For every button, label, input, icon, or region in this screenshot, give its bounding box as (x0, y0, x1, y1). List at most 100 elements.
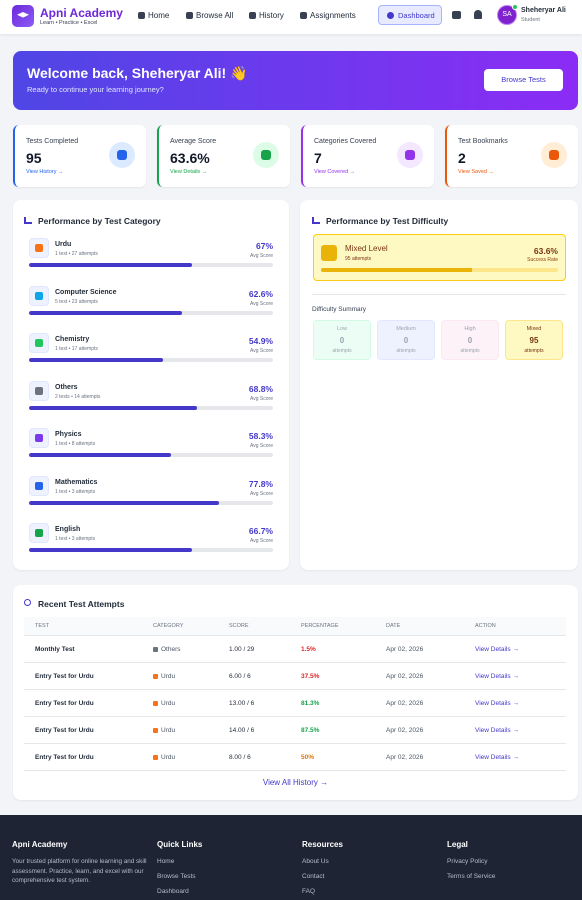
percentage-cell: 1.5% (301, 646, 316, 653)
hero-button-label: Browse Tests (501, 75, 546, 84)
summary-title: Difficulty Summary (312, 306, 367, 313)
category-icon (153, 674, 158, 679)
footer-link[interactable]: Dashboard (157, 888, 189, 895)
category-detail: 1 test • 3 attempts (55, 536, 96, 542)
table-header (24, 617, 566, 636)
footer-link[interactable]: Privacy Policy (447, 858, 488, 865)
column-header: TEST (35, 623, 50, 629)
column-header: DATE (386, 623, 401, 629)
difficulty-level: Low 0 attempts (313, 320, 371, 360)
stat-icon (541, 142, 567, 168)
progress-bar (29, 500, 219, 505)
level-unit: attempts (396, 348, 416, 354)
category-detail: 1 test • 17 attempts (55, 346, 98, 352)
category-score-caption: Avg Score (250, 300, 273, 307)
test-name: Monthly Test (35, 646, 75, 653)
progress-bar (29, 453, 172, 457)
category-icon (29, 380, 49, 401)
percentage-cell: 37.5% (301, 673, 320, 680)
logo-icon (12, 5, 34, 27)
brand[interactable]: Apni Academy (40, 6, 123, 20)
stat-link[interactable]: View Details → (170, 169, 208, 175)
category-detail: 1 test • 27 attempts (55, 251, 98, 257)
action-link[interactable]: View Details → (475, 754, 519, 761)
difficulty-name: Mixed Level (345, 244, 388, 253)
nav-link[interactable]: Home (148, 11, 170, 20)
footer-text: Your trusted platform for online learnin… (12, 858, 147, 884)
category-score-caption: Avg Score (250, 348, 273, 354)
category-icon (29, 523, 49, 543)
category-cell: Urdu (161, 754, 176, 761)
inbox-icon[interactable] (452, 11, 461, 19)
footer-link[interactable]: FAQ (302, 888, 316, 895)
bell-icon[interactable] (474, 10, 482, 19)
avatar-initials: SA (502, 11, 512, 18)
date-cell: Apr 02, 2026 (386, 700, 424, 707)
footer-link[interactable]: About Us (302, 858, 329, 865)
action-link[interactable]: View Details → (475, 646, 519, 653)
nav-active-button[interactable]: Dashboard (378, 5, 442, 25)
stat-icon-glyph (549, 150, 559, 160)
score-cell: 13.00 / 6 (229, 700, 255, 707)
category-score: 68.8% (248, 383, 273, 394)
stat-icon-glyph (405, 150, 415, 160)
stat-label: Average Score (170, 138, 217, 145)
stat-icon (109, 142, 135, 168)
table-row (24, 717, 566, 744)
divider (312, 294, 566, 295)
stat-link[interactable]: View Saved → (458, 169, 494, 175)
action-link[interactable]: View Details → (475, 673, 519, 680)
level-unit: attempts (524, 348, 544, 354)
stat-link[interactable]: View Covered → (314, 169, 356, 175)
category-panel: Performance by Test Category Urdu 1 test •… (13, 200, 289, 570)
online-dot (512, 4, 518, 10)
footer-link[interactable]: Terms of Service (447, 873, 496, 880)
category-icon (29, 333, 49, 353)
category-score-caption: Avg Score (250, 253, 273, 259)
nav-link[interactable]: Assignments (310, 11, 356, 20)
panel-title: Recent Test Attempts (38, 599, 125, 609)
category-score: 62.6% (248, 288, 273, 299)
progress-track (29, 453, 273, 457)
footer-link[interactable]: Contact (302, 873, 325, 880)
view-all-link[interactable]: View All History → (262, 778, 329, 787)
category-score: 67% (255, 241, 273, 251)
footer-link[interactable]: Home (157, 858, 175, 865)
category-icon (29, 238, 49, 258)
stat-value: 63.6% (170, 150, 210, 166)
category-detail: 2 tests • 14 attempts (55, 393, 101, 400)
category-name: Urdu (55, 241, 72, 248)
footer-link[interactable]: Browse Tests (157, 873, 196, 880)
stat-icon (397, 142, 423, 168)
avatar[interactable]: SA (497, 5, 517, 25)
category-icon (29, 285, 49, 306)
nav-link[interactable]: History (259, 11, 284, 20)
hero-button[interactable]: Browse Tests (484, 69, 563, 91)
stat-link[interactable]: View History → (26, 169, 64, 175)
action-link[interactable]: View Details → (475, 700, 519, 707)
footer-title: Legal (447, 840, 468, 849)
level-count: 0 (403, 336, 409, 345)
stat-value: 7 (314, 150, 322, 166)
panel-icon (24, 217, 32, 224)
progress-bar (29, 358, 163, 362)
hero-title: Welcome back, Sheheryar Ali! 👋 (27, 65, 248, 81)
progress-track (29, 548, 273, 552)
table-row (24, 690, 566, 717)
category-detail: 1 test • 8 attempts (55, 441, 96, 447)
category-icon (153, 728, 158, 733)
category-name: Mathematics (55, 478, 98, 486)
hero-banner: Welcome back, Sheheryar Ali! 👋 Ready to c… (13, 51, 578, 110)
category-score: 58.3% (248, 431, 273, 441)
stat-card: Test Bookmarks 2 View Saved → (445, 125, 578, 187)
nav-link[interactable]: Browse All (196, 11, 234, 20)
stat-value: 2 (458, 150, 466, 166)
action-link[interactable]: View Details → (475, 727, 519, 734)
nav-icon (249, 12, 256, 19)
recent-panel: Recent Test Attempts TEST CATEGORY SCORE PER… (13, 585, 578, 800)
category-cell: Others (161, 646, 181, 653)
difficulty-caption: Success Rate (527, 257, 558, 263)
category-cell: Urdu (161, 700, 176, 707)
category-detail: 5 test • 23 attempts (55, 298, 98, 305)
progress-track (29, 358, 273, 362)
